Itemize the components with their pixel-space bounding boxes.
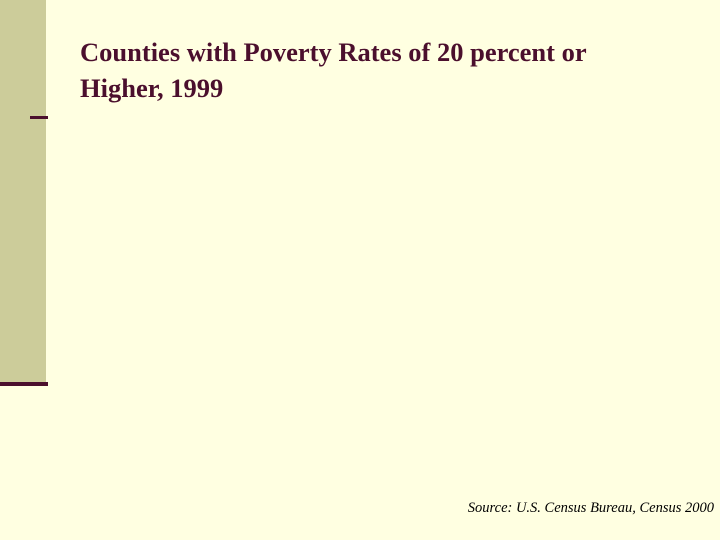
title-tick-mark — [30, 116, 48, 119]
source-note: Source: U.S. Census Bureau, Census 2000 — [467, 500, 714, 516]
slide-title: Counties with Poverty Rates of 20 percen… — [80, 37, 587, 103]
side-band-rule — [0, 382, 48, 386]
side-band — [0, 0, 46, 383]
